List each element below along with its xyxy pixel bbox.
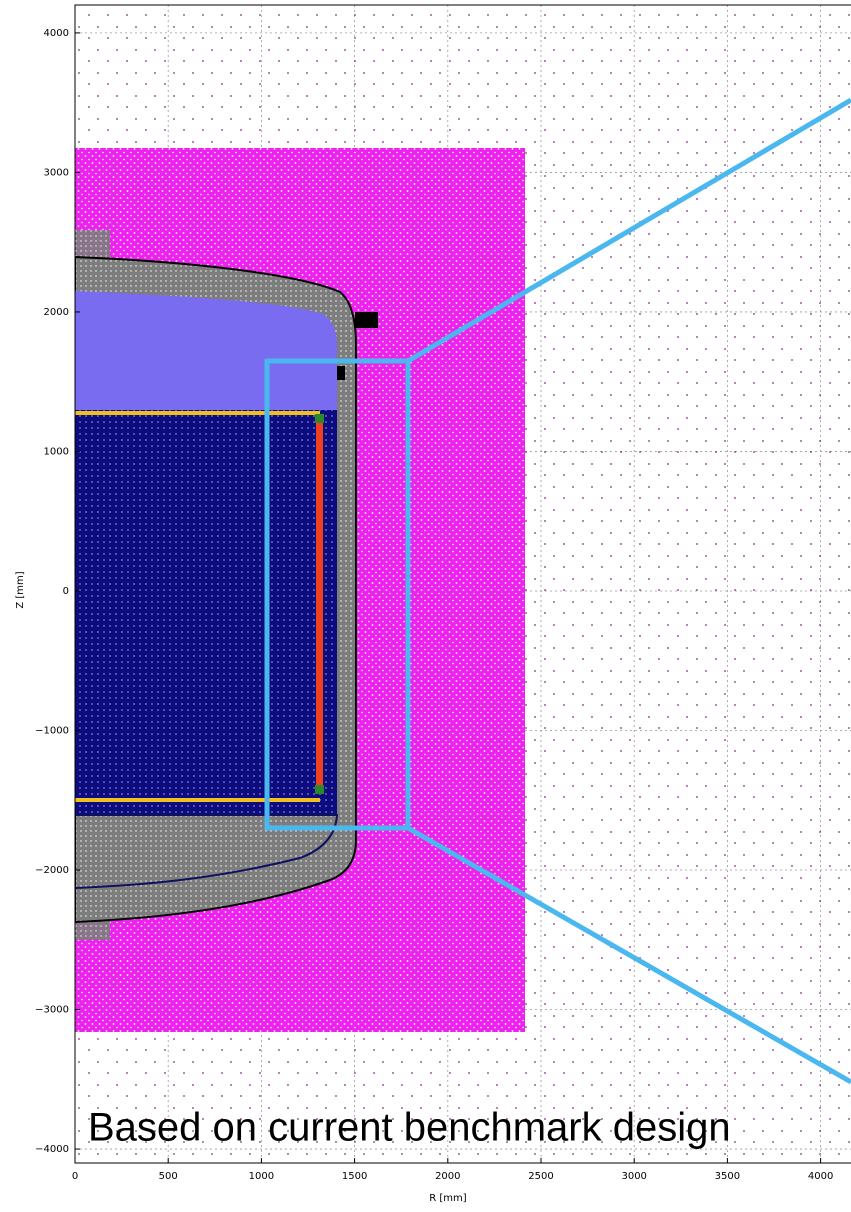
y-tick-label: −3000 xyxy=(35,1005,69,1016)
y-tick-label: −1000 xyxy=(35,725,69,736)
y-axis-label: Z [mm] xyxy=(15,571,26,608)
y-tick-label: 4000 xyxy=(44,28,69,39)
y-tick-label: 3000 xyxy=(44,167,69,178)
x-tick-label: 0 xyxy=(72,1171,78,1182)
x-tick-label: 3500 xyxy=(715,1171,740,1182)
component xyxy=(355,312,378,328)
x-tick-label: 500 xyxy=(159,1171,178,1182)
x-tick-label: 2000 xyxy=(435,1171,460,1182)
frame xyxy=(74,4,851,1164)
annotation: Based on current benchmark design xyxy=(88,1106,731,1150)
x-tick-label: 4000 xyxy=(808,1171,833,1182)
zoom-box xyxy=(264,358,411,831)
upper-volume xyxy=(75,291,337,410)
y-tick-label: −2000 xyxy=(35,865,69,876)
zoom-line xyxy=(406,97,851,364)
inner-volume xyxy=(75,410,337,815)
y-tick-label: 0 xyxy=(63,586,69,597)
x-tick-label: 1500 xyxy=(342,1171,367,1182)
y-tick-label: −4000 xyxy=(35,1144,69,1155)
x-tick-label: 1000 xyxy=(249,1171,274,1182)
plot-area xyxy=(75,5,851,1163)
x-tick-label: 2500 xyxy=(528,1171,553,1182)
y-tick-label: 2000 xyxy=(44,307,69,318)
x-axis-label: R [mm] xyxy=(429,1193,467,1204)
x-tick-label: 3000 xyxy=(621,1171,646,1182)
lower-edge xyxy=(75,814,339,889)
barrel-end xyxy=(315,785,324,794)
barrel xyxy=(316,418,323,790)
barrel-end xyxy=(315,414,324,423)
component xyxy=(337,366,345,380)
zoom-line xyxy=(406,825,851,1085)
y-tick-label: 1000 xyxy=(44,446,69,457)
